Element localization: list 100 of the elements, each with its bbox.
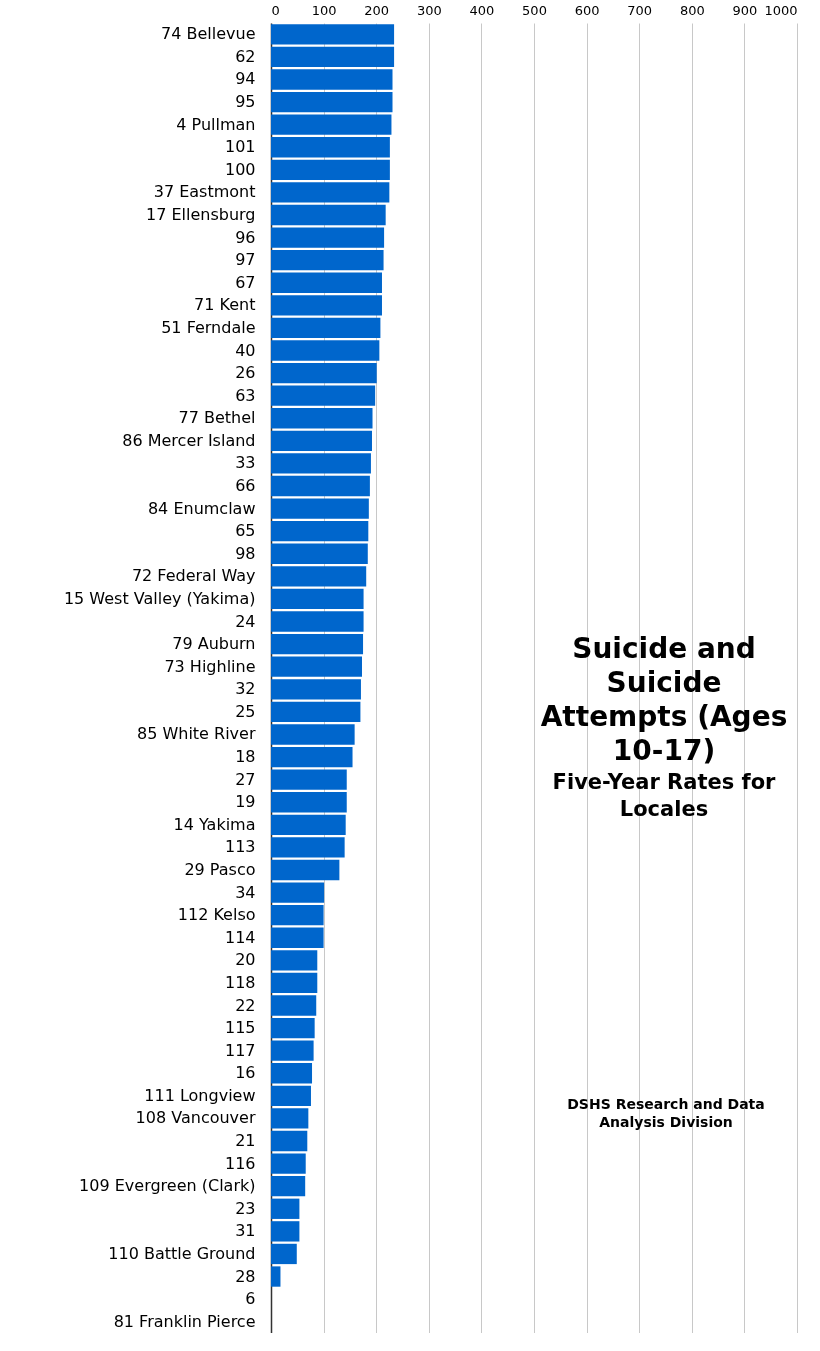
y-tick-label: 14 Yakima	[173, 814, 256, 834]
bar	[271, 272, 382, 293]
y-tick-label: 27	[235, 769, 256, 789]
y-tick-label: 101	[224, 137, 256, 157]
bar	[271, 588, 364, 610]
bar	[271, 385, 376, 406]
y-tick-label: 4 Pullman	[176, 114, 256, 134]
bar	[271, 701, 361, 723]
x-tick-label: 600	[574, 2, 600, 18]
bar	[271, 408, 373, 429]
x-tick-label: 200	[364, 2, 390, 18]
y-tick-label: 23	[235, 1198, 256, 1218]
y-tick-label: 67	[235, 272, 256, 292]
bar	[271, 679, 361, 700]
y-tick-label: 116	[224, 1153, 256, 1173]
y-tick-label: 110 Battle Ground	[108, 1243, 256, 1263]
y-tick-label: 84 Enumclaw	[147, 498, 256, 518]
y-tick-label: 6	[245, 1289, 256, 1309]
x-tick-label: 500	[522, 2, 547, 18]
x-tick-label: 0	[271, 2, 280, 18]
text: Suicide and Suicide Attempts (Ages 10-17)	[540, 632, 788, 767]
bar	[271, 1153, 306, 1174]
y-tick-label: 109 Evergreen (Clark)	[79, 1176, 256, 1196]
x-tick-label: 100	[311, 2, 337, 18]
bar	[271, 882, 325, 903]
y-tick-label: 51 Ferndale	[161, 317, 256, 337]
bar	[271, 362, 377, 384]
bar	[271, 340, 380, 361]
bar	[271, 317, 381, 339]
y-tick-label: 65	[235, 521, 256, 541]
y-tick-label: 19	[235, 792, 256, 812]
y-tick-label: 113	[224, 837, 256, 857]
y-tick-label: 25	[235, 701, 256, 721]
y-tick-label: 95	[235, 92, 256, 112]
y-tick-label: 100	[224, 159, 256, 179]
y-tick-label: 21	[235, 1131, 256, 1151]
bar	[271, 295, 382, 316]
bar	[271, 656, 362, 677]
y-tick-label: 72 Federal Way	[131, 566, 256, 586]
y-tick-label: 20	[235, 950, 256, 970]
bar	[271, 182, 390, 203]
y-tick-label: 98	[235, 543, 256, 563]
y-tick-label: 26	[235, 363, 256, 383]
bar	[271, 204, 386, 226]
bar	[271, 972, 318, 994]
bar	[271, 521, 369, 542]
y-tick-label: 29 Pasco	[184, 859, 256, 879]
y-tick-label: 111 Longview	[144, 1085, 256, 1105]
y-tick-label: 28	[235, 1266, 256, 1286]
bar	[271, 566, 367, 587]
y-tick-label: 97	[235, 250, 256, 270]
bar	[271, 633, 364, 655]
x-tick-label: 700	[627, 2, 653, 18]
bar	[271, 1040, 314, 1061]
bar	[271, 611, 364, 632]
x-tick-label: 400	[469, 2, 495, 18]
y-tick-label: 34	[235, 882, 256, 902]
bar	[271, 1017, 315, 1039]
y-tick-label: 17 Ellensburg	[145, 204, 256, 224]
bar	[271, 249, 384, 271]
y-tick-label: 108 Vancouver	[135, 1108, 256, 1128]
bar	[271, 837, 345, 858]
bar	[271, 543, 368, 564]
y-tick-label: 37 Eastmont	[153, 182, 256, 202]
bar	[271, 69, 393, 90]
y-tick-label: 114	[224, 927, 256, 947]
bar	[271, 724, 355, 745]
annotation: DSHS Research and Data Analysis Division	[567, 1096, 765, 1130]
bar	[271, 1221, 300, 1242]
bar	[271, 814, 346, 835]
bar	[271, 1108, 309, 1129]
bar	[271, 1085, 311, 1107]
y-tick-label: 32	[235, 679, 256, 699]
bar	[271, 430, 372, 452]
y-tick-label: 115	[224, 1018, 256, 1038]
y-tick-label: 94	[235, 69, 256, 89]
bar	[271, 91, 393, 113]
bar	[271, 995, 317, 1016]
x-tick-label: 800	[679, 2, 705, 18]
bar	[271, 159, 390, 180]
y-tick-label: 33	[235, 453, 256, 473]
bar	[271, 950, 318, 971]
bar	[271, 227, 385, 248]
y-tick-label: 117	[224, 1040, 256, 1060]
y-tick-label: 71 Kent	[194, 295, 256, 315]
bar	[271, 1176, 306, 1197]
text: Five-Year Rates for Locales	[552, 770, 777, 821]
y-tick-label: 86 Mercer Island	[122, 430, 256, 450]
bar	[271, 1266, 281, 1287]
y-tick-label: 81 Franklin Pierce	[113, 1311, 256, 1331]
y-tick-label: 63	[235, 385, 256, 405]
bar	[271, 746, 353, 768]
y-tick-label: 96	[235, 227, 256, 247]
y-tick-label: 85 White River	[136, 724, 256, 744]
bar	[271, 769, 347, 790]
x-tick-label: 1000	[764, 2, 798, 18]
x-tick-label: 300	[416, 2, 442, 18]
y-tick-label: 73 Highline	[164, 656, 256, 676]
x-tick-label: 900	[732, 2, 758, 18]
bar	[271, 453, 371, 474]
